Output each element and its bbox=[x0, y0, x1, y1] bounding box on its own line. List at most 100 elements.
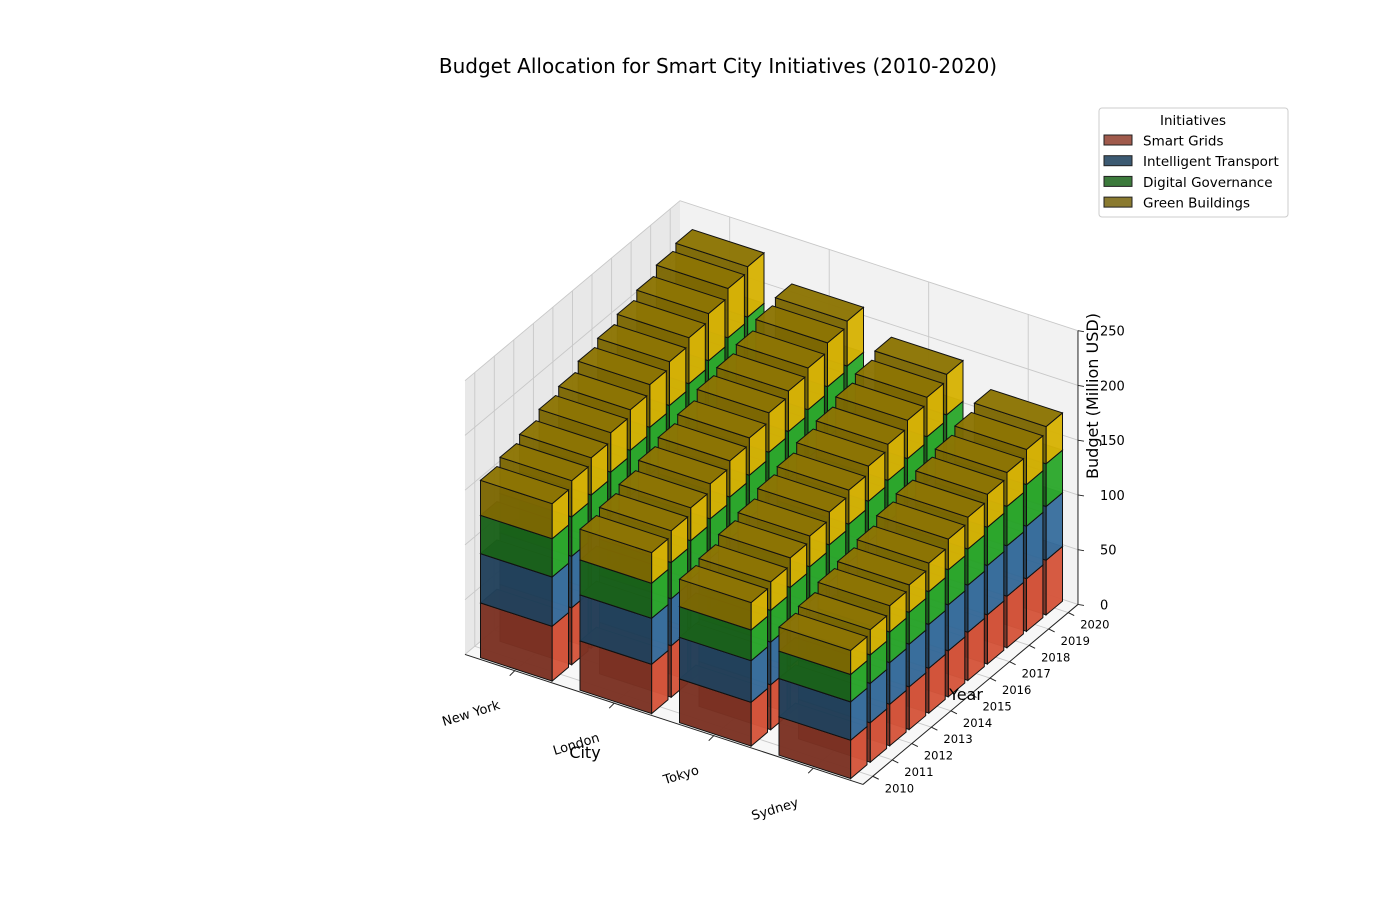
bar-top-face bbox=[737, 498, 828, 537]
bar-top-face bbox=[616, 299, 707, 339]
year-tick-label: 2018 bbox=[1041, 650, 1070, 664]
bar-top-face bbox=[697, 544, 789, 583]
x-axis-line bbox=[464, 653, 864, 785]
bar-top-face bbox=[498, 443, 590, 482]
bar-top-face bbox=[774, 283, 865, 322]
bar-top-face bbox=[914, 456, 1005, 495]
year-tick bbox=[950, 710, 958, 715]
z-gridline bbox=[464, 200, 1079, 382]
bar-top-face bbox=[557, 372, 648, 411]
bar-top-face bbox=[875, 501, 966, 540]
bar-top-face bbox=[815, 406, 906, 445]
bar-top-face bbox=[856, 525, 947, 564]
bar-top-face bbox=[518, 420, 609, 459]
z-tick-label: 250 bbox=[1100, 325, 1125, 340]
legend-entry-label: Intelligent Transport bbox=[1143, 154, 1279, 170]
year-tick bbox=[1067, 612, 1075, 617]
bar-top-face bbox=[754, 305, 845, 344]
bar-top-face bbox=[895, 479, 986, 518]
year-tick-label: 2013 bbox=[943, 732, 972, 746]
year-tick-label: 2010 bbox=[885, 781, 914, 795]
city-tick-label: Tokyo bbox=[661, 763, 701, 788]
bar-top-face bbox=[678, 564, 769, 604]
bar-top-face bbox=[735, 330, 826, 369]
year-tick-label: 2014 bbox=[963, 716, 992, 730]
bar-top-face bbox=[953, 411, 1044, 451]
legend-swatch bbox=[1103, 175, 1133, 187]
bar-top-face bbox=[776, 452, 867, 491]
bar-top-face bbox=[655, 250, 746, 290]
bar-top-face bbox=[854, 359, 945, 398]
bar-top-face bbox=[578, 514, 670, 554]
bar-top-face bbox=[756, 474, 847, 513]
year-tick-label: 2015 bbox=[982, 699, 1011, 713]
legend-swatch bbox=[1103, 155, 1133, 167]
legend-swatch bbox=[1103, 196, 1133, 208]
x-axis-label: City bbox=[569, 743, 600, 762]
year-tick-label: 2020 bbox=[1080, 618, 1109, 632]
bar-top-face bbox=[657, 423, 748, 462]
bar-top-face bbox=[715, 353, 806, 392]
z-tick bbox=[1077, 549, 1085, 552]
chart-title: Budget Allocation for Smart City Initiat… bbox=[439, 54, 997, 78]
year-tick bbox=[1048, 628, 1055, 633]
year-tick bbox=[1028, 644, 1036, 649]
bar-top-face bbox=[777, 612, 869, 652]
bar-top-face bbox=[836, 547, 927, 586]
axis-labels: City Year Budget (Million USD) Sydney Tok… bbox=[441, 313, 1125, 824]
year-tick bbox=[1009, 661, 1016, 666]
bar-top-face bbox=[676, 400, 767, 439]
bar-top-face bbox=[674, 228, 766, 268]
y-axis-label: Year bbox=[948, 685, 983, 704]
bar-top-face bbox=[637, 446, 728, 485]
z-tick bbox=[1077, 494, 1085, 497]
legend-title: Initiatives bbox=[1160, 113, 1226, 129]
year-tick-label: 2019 bbox=[1061, 634, 1090, 648]
axes bbox=[464, 330, 1085, 785]
year-tick bbox=[989, 677, 997, 682]
bar-top-face bbox=[635, 275, 726, 315]
bar-top-face bbox=[934, 434, 1025, 474]
bar-top-face bbox=[797, 592, 888, 631]
bar-top-face bbox=[717, 520, 808, 559]
z-tick-label: 200 bbox=[1100, 379, 1125, 394]
year-tick bbox=[911, 743, 919, 747]
year-tick bbox=[931, 726, 938, 731]
city-tick bbox=[807, 767, 814, 774]
year-tick-label: 2017 bbox=[1022, 667, 1051, 681]
z-tick bbox=[1077, 384, 1085, 387]
z-tick bbox=[1077, 439, 1085, 442]
bar-top-face bbox=[598, 493, 689, 532]
bar-top-face bbox=[834, 382, 925, 421]
z-tick-label: 0 bbox=[1100, 598, 1108, 613]
z-tick-label: 150 bbox=[1100, 434, 1125, 449]
z-tick-label: 50 bbox=[1100, 544, 1117, 559]
year-tick bbox=[970, 693, 977, 698]
bars bbox=[479, 228, 1064, 780]
legend-entry-label: Smart Grids bbox=[1143, 134, 1224, 150]
year-tick bbox=[872, 775, 879, 780]
z-tick bbox=[1077, 603, 1085, 606]
bar-top-face bbox=[817, 567, 908, 607]
city-tick bbox=[509, 670, 516, 677]
bar-top-face bbox=[795, 428, 886, 467]
year-tick-label: 2011 bbox=[904, 765, 933, 779]
bar-top-face bbox=[577, 346, 668, 386]
legend-entry-label: Green Buildings bbox=[1143, 196, 1250, 212]
year-tick bbox=[892, 759, 899, 764]
city-tick-label: Sydney bbox=[750, 796, 801, 825]
legend-entry-label: Digital Governance bbox=[1143, 175, 1273, 191]
bar-top-face bbox=[696, 375, 787, 414]
z-tick bbox=[1077, 330, 1085, 333]
city-tick bbox=[708, 735, 715, 742]
bar-top-face bbox=[538, 394, 629, 434]
z-tick-label: 100 bbox=[1100, 489, 1125, 504]
bar-top-face bbox=[618, 470, 709, 509]
city-tick-label: New York bbox=[441, 698, 503, 730]
bar-top-face bbox=[973, 388, 1064, 428]
year-tick-label: 2012 bbox=[924, 749, 953, 763]
bar-top-face bbox=[479, 465, 570, 505]
bar-top-face bbox=[596, 324, 687, 363]
legend: Initiatives Smart Grids Intelligent Trans… bbox=[1098, 107, 1289, 218]
